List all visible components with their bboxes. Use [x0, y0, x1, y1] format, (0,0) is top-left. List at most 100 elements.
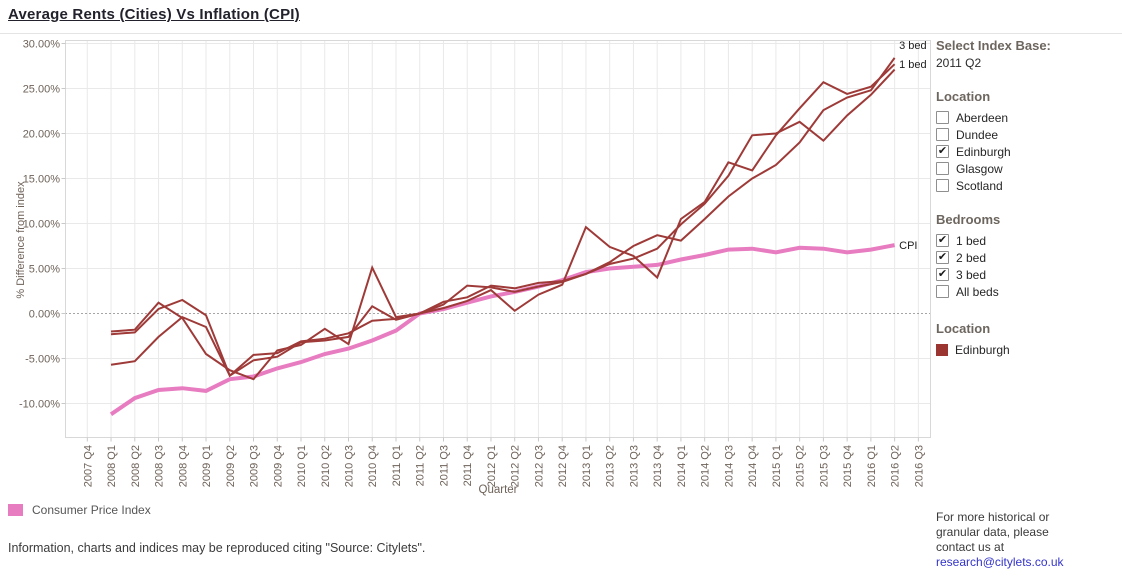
checkbox-location-scotland[interactable]: Scotland [936, 177, 1120, 194]
x-axis-title: Quarter [479, 484, 518, 496]
x-tick-label: 2016 Q2 [890, 445, 902, 487]
y-tick-label: 25.00% [23, 84, 61, 96]
contact-text-line: For more historical or [936, 510, 1050, 524]
line-label-cpi: CPI [899, 240, 917, 252]
location-filter-header: Location [936, 89, 991, 104]
series-lines [109, 57, 896, 416]
checkbox-label: 1 bed [956, 233, 987, 248]
y-tick-label: 0.00% [29, 309, 60, 321]
y-axis-title: % Difference from index [15, 181, 27, 299]
checked-checkbox-icon[interactable]: ✔ [936, 234, 949, 247]
color-swatch [936, 344, 948, 356]
x-tick-label: 2009 Q1 [201, 445, 213, 487]
x-tick-label: 2015 Q1 [771, 445, 783, 487]
index-base-value[interactable]: 2011 Q2 [936, 56, 982, 70]
color-legend-header: Location [936, 321, 991, 336]
y-tick-label: 20.00% [23, 129, 61, 141]
x-tick-label: 2009 Q4 [272, 445, 284, 487]
x-tick-label: 2013 Q1 [581, 445, 593, 487]
page-title: Average Rents (Cities) Vs Inflation (CPI… [8, 6, 300, 23]
checkbox-bedrooms-3-bed[interactable]: ✔ 3 bed [936, 266, 1120, 283]
unchecked-checkbox-icon[interactable] [936, 285, 949, 298]
checkbox-bedrooms-1-bed[interactable]: ✔ 1 bed [936, 232, 1120, 249]
x-tick-label: 2011 Q2 [415, 445, 427, 486]
y-tick-label: -10.00% [19, 399, 60, 411]
x-tick-label: 2012 Q4 [557, 445, 569, 487]
bedrooms-filter-header: Bedrooms [936, 212, 1001, 227]
x-tick-label: 2008 Q1 [106, 445, 118, 487]
x-tick-label: 2014 Q2 [700, 445, 712, 487]
color-legend-label: Edinburgh [955, 343, 1010, 357]
index-base-block: Select Index Base: 2011 Q2 [936, 38, 1120, 70]
color-legend-item-edinburgh[interactable]: Edinburgh [936, 341, 1120, 359]
checkbox-location-dundee[interactable]: Dundee [936, 126, 1120, 143]
source-note: Information, charts and indices may be r… [8, 541, 426, 555]
x-tick-label: 2013 Q4 [652, 445, 664, 487]
checkbox-label: 3 bed [956, 267, 987, 282]
color-legend-list: Edinburgh [936, 341, 1120, 359]
contact-email-link[interactable]: research@citylets.co.uk [936, 555, 1064, 569]
x-tick-label: 2014 Q3 [723, 445, 735, 487]
checkbox-label: Scotland [956, 178, 1003, 193]
location-filter-block: Location Aberdeen Dundee ✔ Edinburgh Glasgow… [936, 89, 1120, 194]
x-tick-label: 2010 Q2 [320, 445, 332, 487]
x-tick-label: 2014 Q4 [747, 445, 759, 487]
unchecked-checkbox-icon[interactable] [936, 128, 949, 141]
bedrooms-filter-block: Bedrooms ✔ 1 bed ✔ 2 bed ✔ 3 bed All beds [936, 212, 1120, 300]
checkbox-bedrooms-2-bed[interactable]: ✔ 2 bed [936, 249, 1120, 266]
y-tick-label: -5.00% [25, 354, 60, 366]
x-tick-label: 2012 Q2 [510, 445, 522, 487]
checkbox-label: Aberdeen [956, 110, 1009, 125]
location-filter-list: Aberdeen Dundee ✔ Edinburgh Glasgow Scotland [936, 109, 1120, 194]
y-tick-label: 30.00% [23, 39, 61, 51]
line-consumer-price-index[interactable] [109, 243, 895, 416]
checked-checkbox-icon[interactable]: ✔ [936, 145, 949, 158]
contact-text-line: granular data, please [936, 525, 1049, 539]
line-3-bed[interactable] [110, 57, 896, 378]
line-label-3-bed: 3 bed [899, 40, 927, 52]
checkbox-label: Glasgow [956, 161, 1003, 176]
checkbox-location-edinburgh[interactable]: ✔ Edinburgh [936, 143, 1120, 160]
x-tick-label: 2013 Q3 [628, 445, 640, 487]
unchecked-checkbox-icon[interactable] [936, 179, 949, 192]
color-legend-block: Location Edinburgh [936, 321, 1120, 359]
x-tick-label: 2016 Q3 [913, 445, 925, 487]
x-tick-label: 2008 Q4 [177, 445, 189, 487]
x-tick-label: 2015 Q2 [795, 445, 807, 487]
checkbox-location-glasgow[interactable]: Glasgow [936, 160, 1120, 177]
x-tick-label: 2011 Q3 [438, 445, 450, 486]
checked-checkbox-icon[interactable]: ✔ [936, 251, 949, 264]
line-2-bed[interactable] [110, 68, 896, 378]
index-base-header: Select Index Base: [936, 38, 1051, 53]
cpi-legend: Consumer Price Index [8, 503, 151, 517]
cpi-legend-label: Consumer Price Index [32, 503, 151, 517]
checkbox-location-aberdeen[interactable]: Aberdeen [936, 109, 1120, 126]
checked-checkbox-icon[interactable]: ✔ [936, 268, 949, 281]
x-tick-label: 2008 Q2 [130, 445, 142, 487]
cpi-color-swatch [8, 504, 23, 516]
checkbox-label: All beds [956, 284, 999, 299]
x-tick-label: 2009 Q2 [225, 445, 237, 487]
x-tick-label: 2007 Q4 [82, 445, 94, 487]
x-tick-label: 2011 Q1 [391, 445, 403, 486]
y-tick-label: 10.00% [23, 219, 61, 231]
x-tick-label: 2010 Q4 [367, 445, 379, 487]
contact-text-line: contact us at [936, 540, 1005, 554]
checkbox-label: Dundee [956, 127, 999, 142]
checkbox-label: 2 bed [956, 250, 987, 265]
x-tick-label: 2012 Q3 [533, 445, 545, 487]
x-tick-label: 2010 Q1 [296, 445, 308, 487]
line-label-1-bed: 1 bed [899, 59, 927, 71]
line-end-labels: 1 bed 3 bed CPI [899, 40, 927, 252]
x-tick-label: 2008 Q3 [154, 445, 166, 487]
header-divider [0, 33, 1122, 34]
unchecked-checkbox-icon[interactable] [936, 162, 949, 175]
unchecked-checkbox-icon[interactable] [936, 111, 949, 124]
line-1-bed[interactable] [110, 63, 896, 381]
contact-block: For more historical or granular data, pl… [936, 510, 1120, 570]
checkbox-bedrooms-all-beds[interactable]: All beds [936, 283, 1120, 300]
x-tick-label: 2013 Q2 [605, 445, 617, 487]
checkbox-label: Edinburgh [956, 144, 1011, 159]
y-tick-label: 5.00% [29, 264, 60, 276]
x-tick-label: 2009 Q3 [249, 445, 261, 487]
